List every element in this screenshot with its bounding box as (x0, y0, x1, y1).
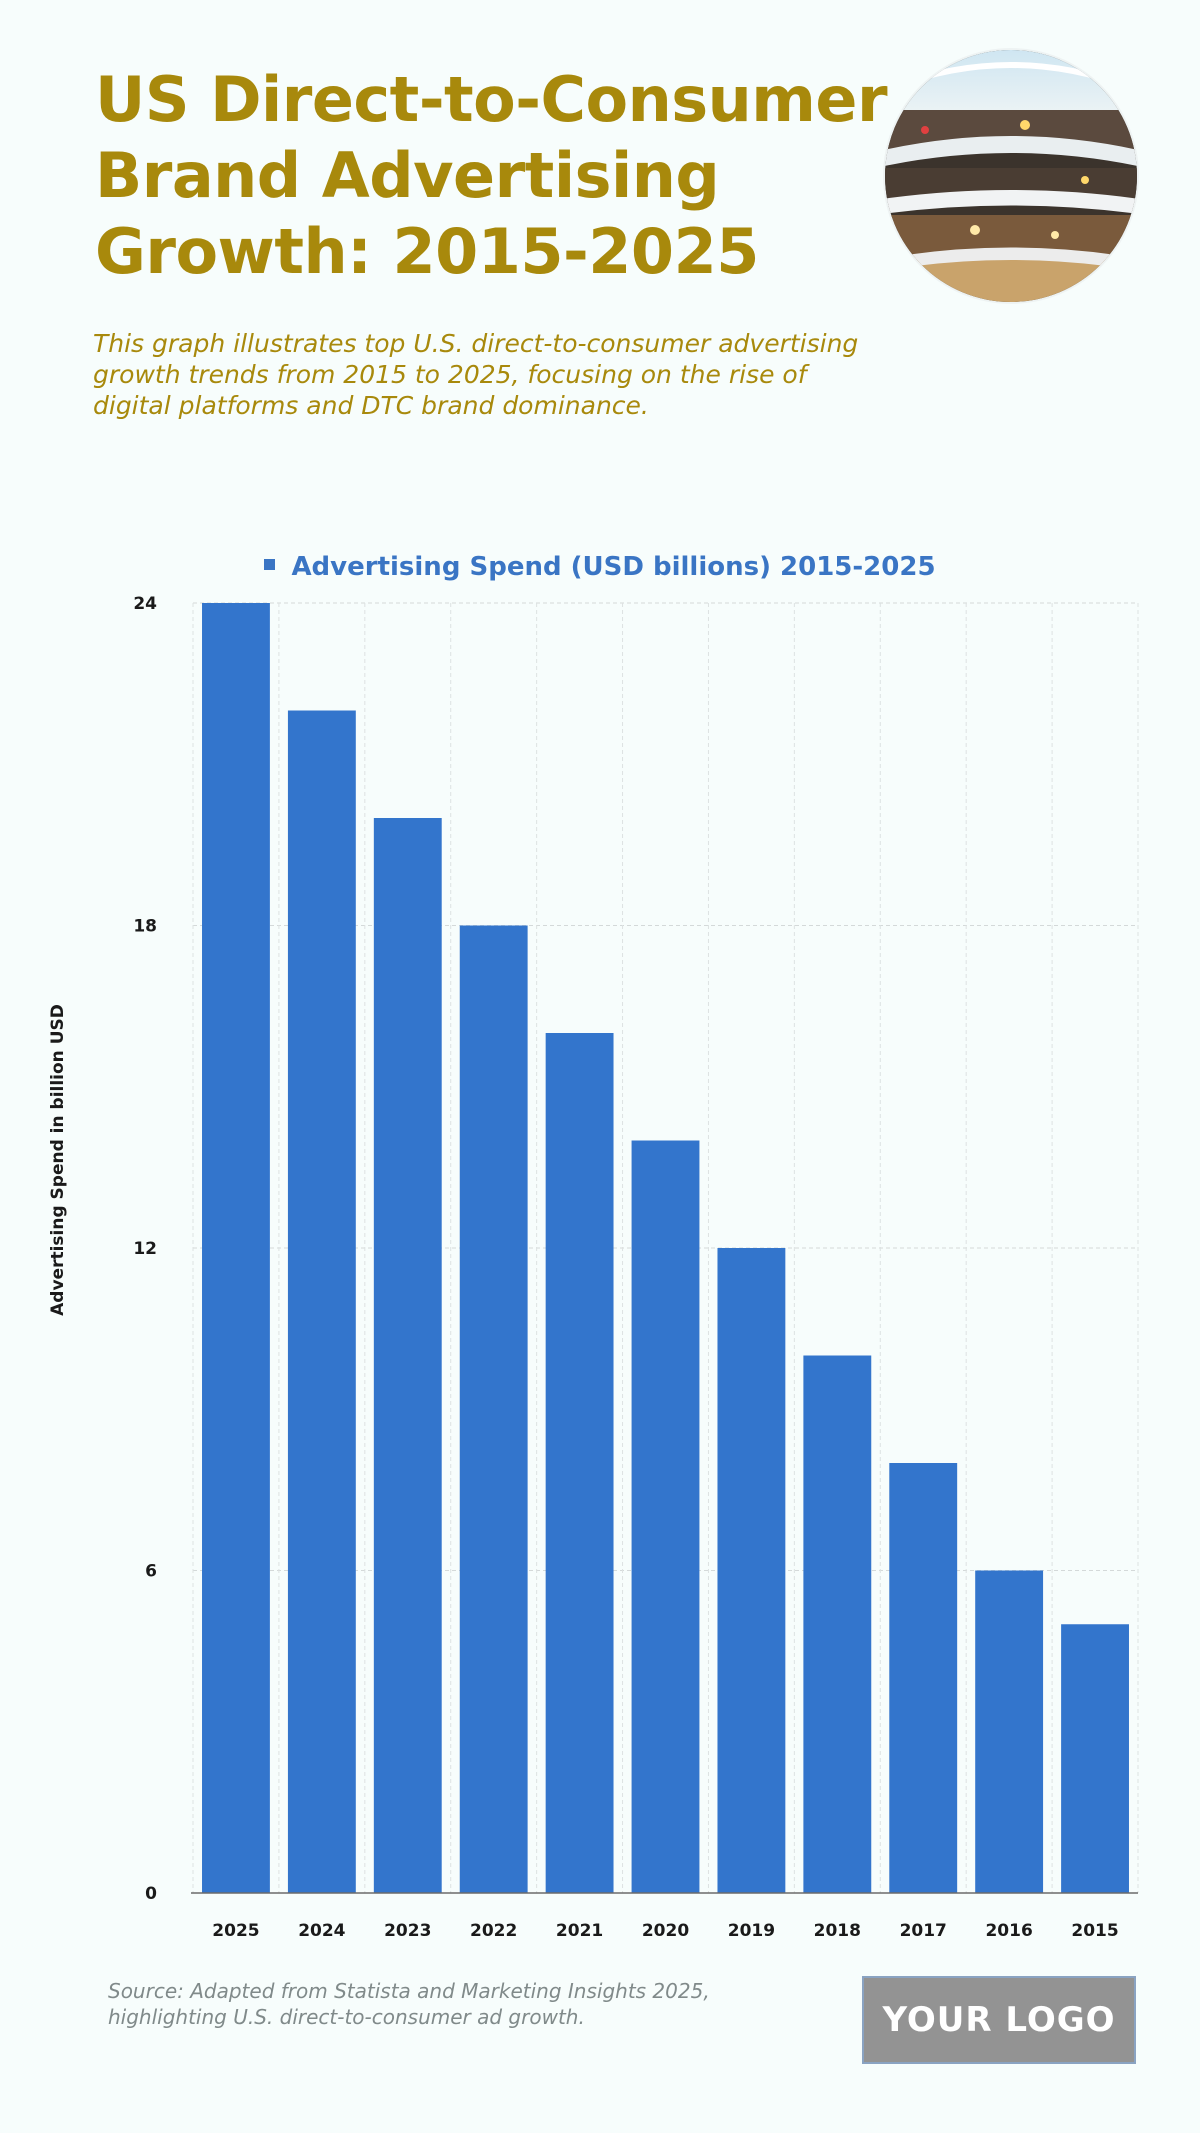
y-tick-label: 12 (133, 1239, 157, 1259)
logo-placeholder: YOUR LOGO (862, 1976, 1136, 2064)
y-tick-label: 6 (145, 1562, 157, 1582)
y-tick-label: 18 (133, 917, 157, 937)
x-tick-label: 2025 (212, 1921, 259, 1941)
bar (1061, 1624, 1129, 1893)
bar (889, 1463, 958, 1893)
chart-description: This graph illustrates top U.S. direct-t… (93, 329, 859, 420)
bar (373, 818, 442, 1893)
y-tick-label: 24 (133, 594, 157, 614)
x-tick-label: 2016 (985, 1921, 1032, 1941)
bar (803, 1355, 872, 1893)
bar (545, 1033, 614, 1893)
source-note: Source: Adapted from Statista and Market… (108, 1979, 710, 2029)
x-tick-label: 2017 (900, 1921, 947, 1941)
legend-label: Advertising Spend (USD billions) 2015-20… (291, 552, 936, 582)
legend-swatch (264, 559, 276, 570)
y-tick-label: 0 (145, 1884, 157, 1904)
x-tick-label: 2020 (642, 1921, 689, 1941)
bar (287, 710, 356, 1893)
bar (717, 1248, 786, 1893)
x-tick-label: 2018 (814, 1921, 861, 1941)
chart-title: US Direct-to-Consumer Brand Advertising … (95, 63, 888, 288)
x-tick-label: 2024 (298, 1921, 345, 1941)
x-tick-label: 2023 (384, 1921, 431, 1941)
chart-legend: Advertising Spend (USD billions) 2015-20… (0, 552, 1200, 582)
bar (975, 1570, 1044, 1893)
x-tick-label: 2022 (470, 1921, 517, 1941)
x-tick-label: 2019 (728, 1921, 775, 1941)
bar (202, 603, 270, 1893)
bar (631, 1140, 700, 1893)
x-tick-label: 2021 (556, 1921, 603, 1941)
x-tick-label: 2015 (1071, 1921, 1118, 1941)
bar (459, 925, 528, 1893)
